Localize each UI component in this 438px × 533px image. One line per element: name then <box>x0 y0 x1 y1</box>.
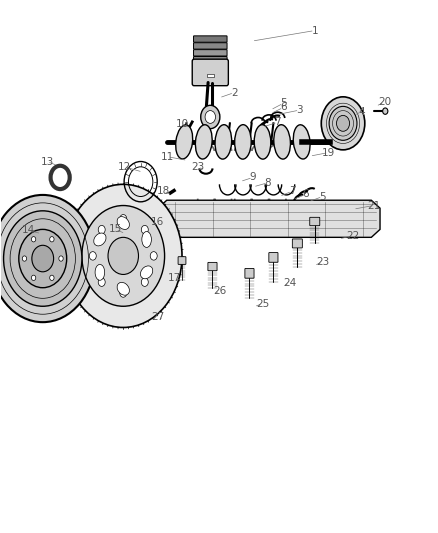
Circle shape <box>201 106 220 128</box>
Text: 12: 12 <box>118 162 131 172</box>
Circle shape <box>0 195 95 322</box>
Circle shape <box>49 275 54 280</box>
Text: 16: 16 <box>151 217 164 228</box>
Circle shape <box>64 184 182 327</box>
Circle shape <box>321 97 365 150</box>
Text: 20: 20 <box>378 97 391 107</box>
Circle shape <box>108 237 138 274</box>
Text: 15: 15 <box>109 224 122 235</box>
Text: 1: 1 <box>311 26 318 36</box>
Circle shape <box>98 225 105 234</box>
Circle shape <box>32 275 36 280</box>
Circle shape <box>205 111 215 123</box>
Circle shape <box>89 252 96 260</box>
Text: 8: 8 <box>265 177 271 188</box>
FancyBboxPatch shape <box>194 36 227 42</box>
Circle shape <box>59 256 63 261</box>
Text: 13: 13 <box>40 157 54 166</box>
FancyBboxPatch shape <box>192 59 228 86</box>
FancyBboxPatch shape <box>292 239 302 248</box>
Text: 2: 2 <box>231 87 237 98</box>
FancyBboxPatch shape <box>194 50 227 56</box>
Text: 3: 3 <box>296 105 303 115</box>
Ellipse shape <box>117 282 129 295</box>
Text: 7: 7 <box>289 186 295 196</box>
Ellipse shape <box>94 233 106 246</box>
Circle shape <box>82 206 165 306</box>
Circle shape <box>120 289 127 297</box>
Ellipse shape <box>254 125 271 159</box>
Circle shape <box>4 211 82 306</box>
Circle shape <box>98 278 105 286</box>
Text: 23: 23 <box>316 257 329 267</box>
FancyBboxPatch shape <box>245 269 254 278</box>
FancyBboxPatch shape <box>310 217 320 225</box>
Text: 17: 17 <box>168 273 181 283</box>
Circle shape <box>383 108 388 114</box>
Text: 24: 24 <box>283 278 296 288</box>
Text: 21: 21 <box>367 200 380 211</box>
Ellipse shape <box>215 125 232 159</box>
Text: 5: 5 <box>319 191 326 201</box>
Text: 26: 26 <box>213 286 226 296</box>
Ellipse shape <box>117 216 129 229</box>
Circle shape <box>32 237 36 242</box>
Text: 14: 14 <box>22 225 35 236</box>
Ellipse shape <box>235 125 251 159</box>
Ellipse shape <box>95 264 105 280</box>
Circle shape <box>336 115 350 131</box>
Circle shape <box>150 252 157 260</box>
Circle shape <box>49 237 54 242</box>
FancyBboxPatch shape <box>208 262 217 271</box>
FancyBboxPatch shape <box>269 253 278 262</box>
Text: 5: 5 <box>280 98 287 108</box>
Text: 10: 10 <box>176 119 189 130</box>
Text: 22: 22 <box>346 231 360 241</box>
Ellipse shape <box>195 125 212 159</box>
Circle shape <box>32 245 53 272</box>
Ellipse shape <box>141 266 153 279</box>
FancyBboxPatch shape <box>194 56 227 63</box>
Text: 18: 18 <box>157 186 170 196</box>
Text: 4: 4 <box>358 107 364 117</box>
Text: 6: 6 <box>280 102 287 112</box>
Circle shape <box>329 107 357 140</box>
Text: 7: 7 <box>275 117 281 127</box>
Text: 11: 11 <box>161 152 174 161</box>
Text: 27: 27 <box>152 312 165 322</box>
Circle shape <box>120 215 127 223</box>
Polygon shape <box>158 200 380 237</box>
Ellipse shape <box>293 125 310 159</box>
Circle shape <box>19 229 67 288</box>
Ellipse shape <box>176 125 193 159</box>
Text: 19: 19 <box>322 148 336 158</box>
Circle shape <box>141 278 148 286</box>
Text: 6: 6 <box>303 189 309 199</box>
Circle shape <box>22 256 27 261</box>
Ellipse shape <box>142 231 152 247</box>
Bar <box>207 74 214 77</box>
Text: 25: 25 <box>256 298 269 309</box>
Ellipse shape <box>274 125 290 159</box>
Circle shape <box>141 225 148 234</box>
Text: 23: 23 <box>191 162 205 172</box>
FancyBboxPatch shape <box>194 43 227 49</box>
FancyBboxPatch shape <box>178 257 186 264</box>
Text: 9: 9 <box>250 172 256 182</box>
